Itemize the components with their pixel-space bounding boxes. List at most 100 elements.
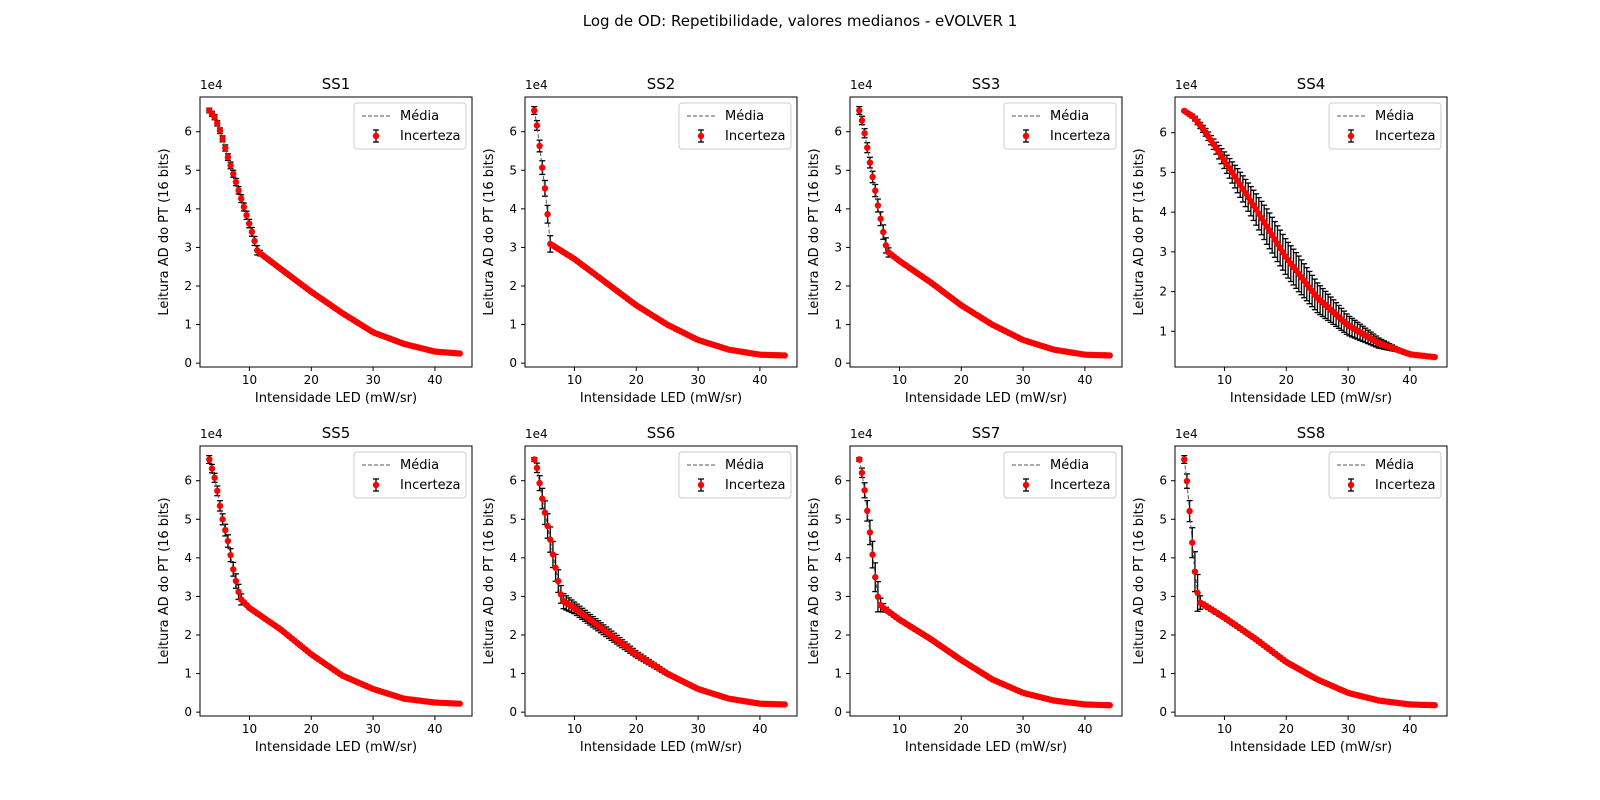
y-tick-label: 3 <box>834 589 842 603</box>
data-point <box>1106 352 1113 359</box>
data-point <box>1106 702 1113 709</box>
legend-label-uncertainty: Incerteza <box>1375 129 1435 144</box>
legend-label-mean: Média <box>725 458 764 473</box>
x-tick-label: 30 <box>1340 373 1355 387</box>
data-point <box>238 195 245 202</box>
data-point <box>1431 353 1438 361</box>
data-point <box>240 203 248 211</box>
data-markers <box>531 107 788 359</box>
data-point <box>872 187 879 194</box>
y-offset-text: 1e4 <box>850 78 873 92</box>
data-point <box>874 202 882 209</box>
y-tick-label: 2 <box>834 279 842 293</box>
y-tick-label: 3 <box>184 240 192 254</box>
data-point <box>869 173 876 181</box>
y-tick-label: 0 <box>834 356 842 370</box>
legend-swatch-marker <box>1347 481 1355 489</box>
data-point <box>243 212 250 219</box>
y-tick-label: 4 <box>834 551 842 565</box>
y-tick-label: 5 <box>834 163 842 177</box>
x-tick-label: 20 <box>954 373 969 387</box>
y-tick-label: 4 <box>834 202 842 216</box>
y-offset-text: 1e4 <box>200 427 223 441</box>
legend-box <box>1328 102 1442 150</box>
data-point <box>555 577 562 585</box>
data-point <box>1183 477 1191 485</box>
figure-title: Log de OD: Repetibilidade, valores media… <box>582 12 1018 30</box>
data-point <box>216 127 224 134</box>
y-tick-label: 6 <box>1159 126 1167 140</box>
legend-swatch-marker <box>1347 132 1355 140</box>
legend: Média Incerteza <box>678 102 792 150</box>
legend-label-mean: Média <box>400 109 439 124</box>
y-tick-label: 1 <box>834 667 842 681</box>
y-tick-label: 4 <box>184 551 192 565</box>
x-tick-label: 40 <box>1077 722 1092 736</box>
legend: Média Incerteza <box>1003 102 1117 150</box>
data-point <box>781 701 788 708</box>
legend-label-uncertainty: Incerteza <box>725 129 785 144</box>
data-point <box>864 144 871 151</box>
axes-frame <box>199 445 473 717</box>
y-tick-label: 6 <box>1159 474 1167 488</box>
legend-label-uncertainty: Incerteza <box>400 129 460 144</box>
y-axis-label: Leitura AD do PT (16 bits) <box>807 497 822 664</box>
y-tick-label: 2 <box>834 628 842 642</box>
legend-label-uncertainty: Incerteza <box>400 478 460 493</box>
x-axis-label: Intensidade LED (mW/sr) <box>255 740 417 755</box>
legend-label-mean: Média <box>1375 458 1414 473</box>
data-point <box>224 153 232 161</box>
y-tick-label: 1 <box>834 318 842 332</box>
x-tick-label: 20 <box>304 722 319 736</box>
y-tick-label: 5 <box>509 512 517 526</box>
y-offset-text: 1e4 <box>525 427 548 441</box>
legend-swatch-marker <box>697 132 705 140</box>
data-point <box>861 487 868 494</box>
legend-box <box>678 102 792 150</box>
data-point <box>866 159 874 166</box>
y-tick-label: 2 <box>1159 628 1167 642</box>
legend: Média Incerteza <box>1003 451 1117 499</box>
data-point <box>533 464 541 472</box>
y-tick-label: 2 <box>509 279 517 293</box>
axes-frame <box>524 445 798 717</box>
legend: Média Incerteza <box>1328 102 1442 150</box>
data-point <box>222 526 229 534</box>
data-point <box>539 495 546 502</box>
data-point <box>224 537 232 545</box>
x-axis-label: Intensidade LED (mW/sr) <box>1230 740 1392 755</box>
legend-box <box>1328 451 1442 499</box>
x-tick-label: 30 <box>1340 722 1355 736</box>
subplot-ss2: SS2 10 20 30 40 0 1 2 3 4 5 6 1e4 Intensidade LED (mW… <box>482 75 798 406</box>
data-point <box>227 551 234 559</box>
data-point <box>251 237 258 245</box>
subplot-title: SS4 <box>1297 75 1326 93</box>
legend-swatch-marker <box>1022 132 1030 140</box>
legend-label-mean: Média <box>400 458 439 473</box>
data-point <box>536 142 543 150</box>
x-tick-label: 10 <box>1217 722 1232 736</box>
data-markers <box>856 456 1113 709</box>
x-tick-label: 40 <box>1402 373 1417 387</box>
y-tick-label: 3 <box>1159 245 1167 259</box>
data-markers <box>1181 456 1438 709</box>
x-tick-label: 30 <box>365 373 380 387</box>
legend-label-mean: Média <box>1375 109 1414 124</box>
subplot-title: SS8 <box>1297 424 1326 442</box>
x-tick-label: 20 <box>1279 722 1294 736</box>
data-point <box>536 479 543 487</box>
data-point <box>869 551 876 558</box>
x-tick-label: 10 <box>567 722 582 736</box>
x-tick-label: 40 <box>752 722 767 736</box>
y-offset-text: 1e4 <box>850 427 873 441</box>
data-markers <box>856 107 1113 359</box>
x-tick-label: 10 <box>242 373 257 387</box>
subplot-ss4: SS4 10 20 30 40 1 2 3 4 5 6 1e4 Intensidade LED (mW/… <box>1132 75 1448 406</box>
data-markers <box>531 456 788 708</box>
data-point <box>230 566 237 573</box>
y-tick-label: 4 <box>184 202 192 216</box>
x-tick-label: 10 <box>567 373 582 387</box>
data-point <box>1186 507 1193 515</box>
subplot-ss1: SS1 10 20 30 40 0 1 2 3 4 5 6 1e4 Intensidade LED (mW… <box>157 75 473 406</box>
data-point <box>1181 456 1188 463</box>
